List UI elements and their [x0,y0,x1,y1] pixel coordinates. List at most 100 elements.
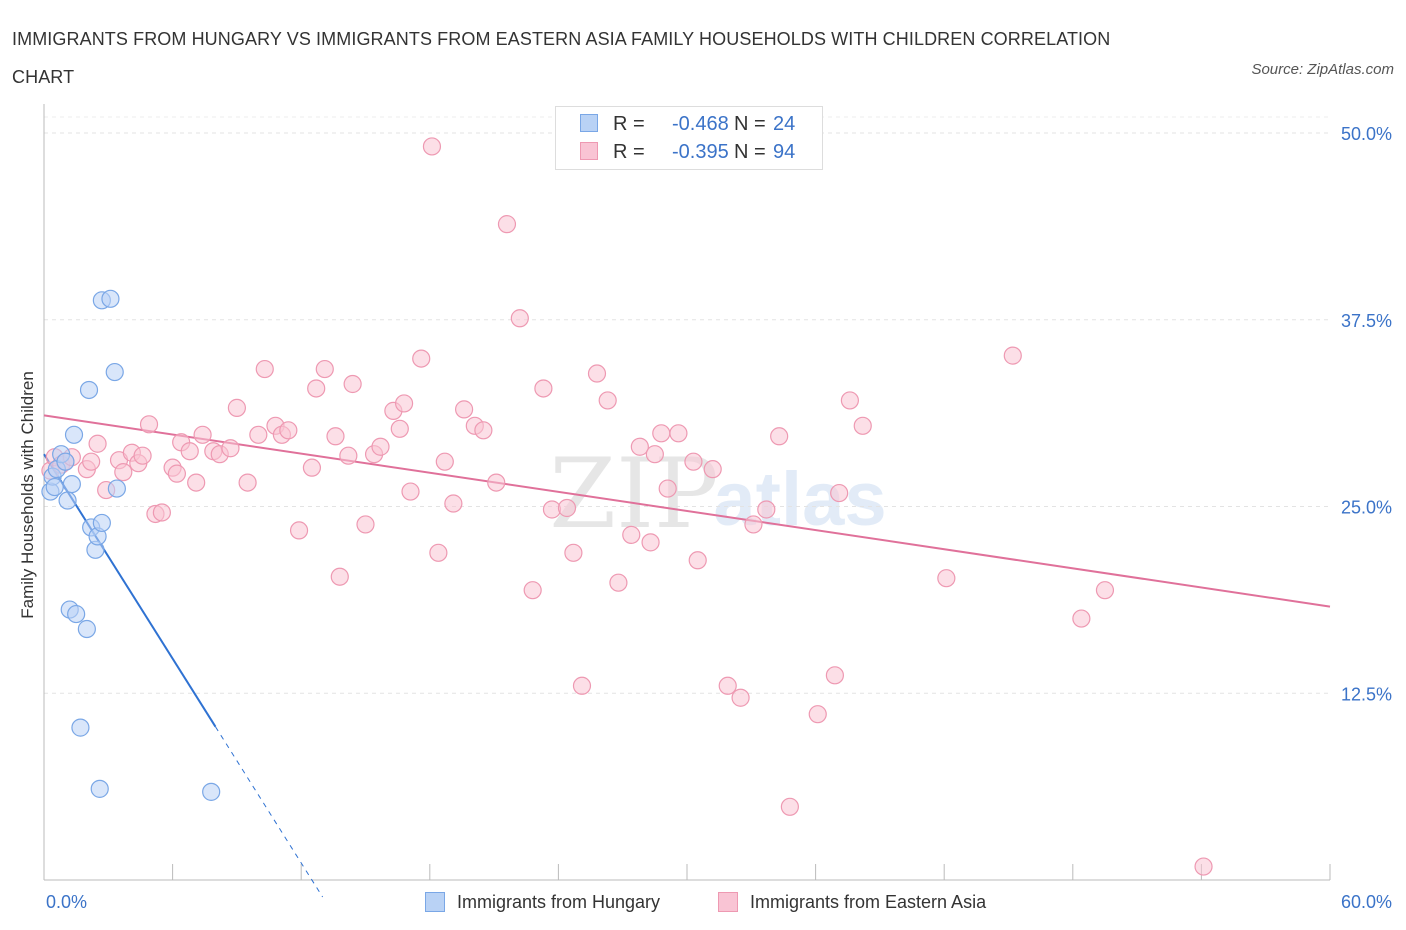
eastern-asia-point-89 [1072,609,1091,628]
eastern-asia-point-20 [180,442,199,461]
eastern-asia-point-35 [307,379,326,398]
hungary-point-9 [64,425,84,444]
eastern-asia-point-51 [444,494,463,513]
legend-r-value-hungary: -0.468 [672,113,729,135]
eastern-asia-point-38 [330,567,349,586]
watermark-atlas: atlas [713,457,886,542]
eastern-asia-point-39 [339,446,358,465]
hungary-point-2 [45,477,64,497]
eastern-asia-point-88 [1003,346,1022,365]
eastern-asia-point-18 [167,464,186,483]
bottom-legend-label-eastern-asia: Immigrants from Eastern Asia [750,892,987,912]
eastern-asia-point-45 [390,419,409,438]
x-tick-label-max: 60.0% [1341,892,1392,912]
series-hungary-points [41,289,221,801]
eastern-asia-point-61 [557,498,577,518]
hungary-point-10 [67,604,86,624]
bottom-legend-swatch-eastern-asia [718,892,738,912]
hungary-point-13 [79,380,99,400]
trend-line-eastern-asia [43,414,1331,608]
hungary-point-22 [107,479,126,498]
legend-n-label: N = [734,113,766,135]
legend-n-value-hungary: 24 [773,113,796,135]
bottom-legend-swatch-hungary [425,892,445,912]
eastern-asia-point-93 [645,445,664,464]
series-eastern-asia-points [41,137,1213,876]
eastern-asia-point-10 [114,463,133,482]
legend-r-label: R = [613,113,645,135]
y-tick-label-3: 50.0% [1341,124,1392,144]
eastern-asia-point-56 [497,215,517,234]
eastern-asia-point-41 [356,515,375,534]
y-tick-label-1: 25.0% [1341,498,1392,518]
hungary-point-6 [58,491,77,510]
eastern-asia-point-64 [587,364,607,383]
trend-line-hungary-extension [215,726,324,898]
tick-labels: 12.5% 25.0% 37.5% 50.0% 0.0% 60.0% [46,124,1392,912]
eastern-asia-point-40 [343,374,362,394]
hungary-point-23 [202,782,221,801]
bottom-legend-label-hungary: Immigrants from Hungary [457,892,661,912]
legend-swatch-hungary [580,114,598,132]
legend-r-label: R = [613,141,645,163]
legend-swatch-eastern-asia [580,142,598,160]
eastern-asia-point-50 [435,452,454,471]
eastern-asia-point-7 [88,434,107,453]
eastern-asia-point-91 [1194,857,1213,876]
eastern-asia-point-28 [249,425,268,444]
eastern-asia-point-34 [302,458,322,477]
eastern-asia-point-65 [598,391,617,410]
eastern-asia-point-16 [152,503,171,522]
eastern-asia-point-86 [853,416,872,435]
eastern-asia-point-29 [255,359,274,379]
eastern-asia-point-46 [394,394,414,413]
y-tick-label-0: 12.5% [1341,684,1392,704]
hungary-point-5 [56,452,75,471]
eastern-asia-point-68 [630,437,649,456]
legend-n-label: N = [734,141,766,163]
legend-r-value-eastern-asia: -0.395 [672,141,729,163]
eastern-asia-point-14 [139,415,159,434]
eastern-asia-point-74 [688,551,707,570]
legend-n-value-eastern-asia: 94 [773,141,796,163]
eastern-asia-point-22 [193,425,212,444]
eastern-asia-point-79 [757,500,776,519]
eastern-asia-point-80 [770,427,789,446]
eastern-asia-point-84 [830,483,849,503]
y-tick-label-2: 37.5% [1341,311,1392,331]
eastern-asia-point-85 [840,391,859,410]
eastern-asia-point-48 [412,349,431,368]
hungary-point-12 [77,619,96,639]
eastern-asia-point-62 [564,543,583,562]
eastern-asia-point-81 [780,797,799,816]
eastern-asia-point-37 [326,427,345,446]
eastern-asia-point-72 [669,424,688,443]
eastern-asia-point-32 [279,421,298,440]
eastern-asia-point-66 [609,573,628,592]
eastern-asia-point-6 [82,452,101,471]
eastern-asia-point-52 [454,400,474,419]
eastern-asia-point-67 [622,525,641,544]
hungary-point-8 [62,474,81,494]
eastern-asia-point-55 [487,473,506,492]
eastern-asia-point-90 [1095,581,1115,600]
hungary-point-18 [92,513,111,533]
hungary-point-20 [101,289,120,308]
eastern-asia-point-47 [401,482,420,501]
eastern-asia-point-82 [808,705,827,724]
hungary-point-11 [71,718,90,737]
eastern-asia-point-13 [133,446,152,465]
eastern-asia-point-26 [227,398,246,417]
hungary-point-17 [90,779,109,798]
eastern-asia-point-83 [825,666,844,685]
chart-source: Source: ZipAtlas.com [1251,61,1394,78]
eastern-asia-point-71 [658,479,677,498]
eastern-asia-point-76 [718,676,737,695]
eastern-asia-point-70 [652,424,671,443]
eastern-asia-point-57 [510,309,529,328]
eastern-asia-point-36 [315,359,334,379]
eastern-asia-point-21 [187,473,206,492]
eastern-asia-point-25 [221,439,240,458]
eastern-asia-point-43 [371,437,390,456]
eastern-asia-point-59 [534,379,553,398]
